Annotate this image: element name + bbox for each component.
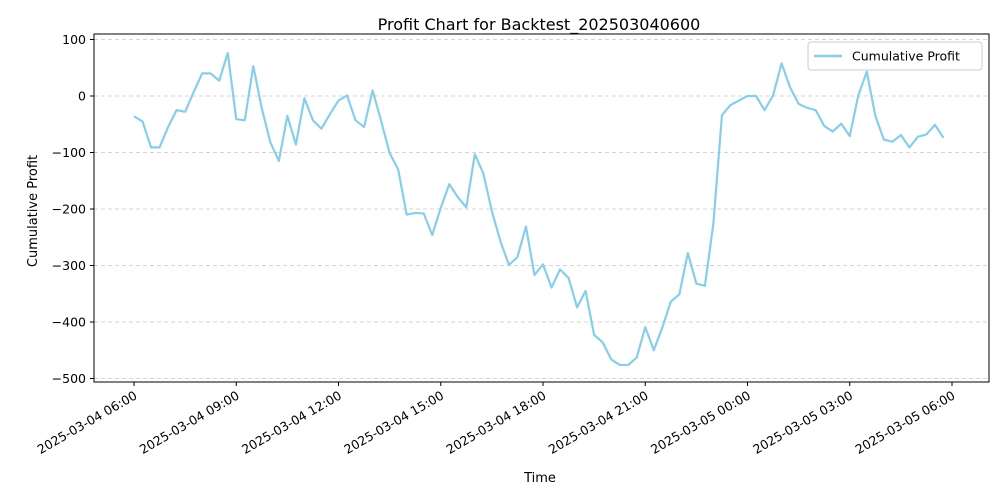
legend: Cumulative Profit	[807, 41, 983, 71]
legend-label: Cumulative Profit	[852, 49, 960, 64]
y-tick-label: 0	[78, 89, 86, 104]
y-tick-label: −500	[52, 371, 86, 386]
series-layer	[133, 51, 945, 367]
plot-frame	[93, 33, 990, 383]
gridlines	[94, 39, 989, 379]
x-axis-label: Time	[523, 471, 556, 486]
y-axis-label: Cumulative Profit	[26, 155, 41, 267]
legend-box	[807, 41, 983, 71]
y-tick-label: −200	[52, 202, 86, 217]
series-line-cumulative-profit	[133, 51, 945, 367]
y-axis: 100 0 −100 −200 −300 −400 −500	[52, 32, 94, 386]
y-tick-label: −300	[52, 258, 86, 273]
y-tick-label: 100	[62, 32, 86, 47]
y-tick-label: −100	[52, 145, 86, 160]
y-tick-label: −400	[52, 315, 86, 330]
chart-title: Profit Chart for Backtest_202503040600	[378, 15, 701, 35]
